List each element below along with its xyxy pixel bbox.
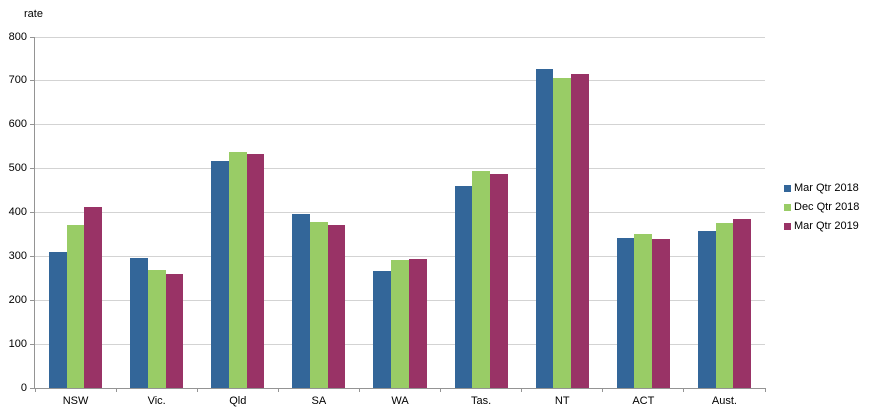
y-tick-0 — [30, 387, 34, 389]
gridline-800 — [35, 36, 765, 38]
bar-Aust-Mar-Qtr-2018 — [698, 230, 716, 388]
bar-ACT-Mar-Qtr-2019 — [652, 238, 670, 388]
x-tick-9 — [764, 388, 766, 392]
bar-Vic-Mar-Qtr-2019 — [166, 273, 183, 388]
x-category-label-Qld: Qld — [229, 395, 247, 407]
bar-Qld-Dec-Qtr-2018 — [229, 151, 247, 388]
legend-item-Mar-Qtr-2018: Mar Qtr 2018 — [784, 182, 859, 195]
x-category-label-WA: WA — [391, 395, 409, 407]
legend-label-Mar-Qtr-2019: Mar Qtr 2019 — [794, 220, 859, 232]
bar-Aust-Mar-Qtr-2019 — [733, 218, 751, 388]
x-tick-5 — [440, 388, 442, 392]
gridline-700 — [35, 80, 765, 82]
bar-Aust-Dec-Qtr-2018 — [716, 222, 733, 388]
y-tick-label-0: 0 — [20, 381, 27, 394]
x-category-label-NSW: NSW — [62, 395, 89, 407]
bar-NSW-Dec-Qtr-2018 — [67, 225, 84, 388]
bar-Tas-Mar-Qtr-2019 — [490, 173, 508, 388]
x-tick-3 — [277, 388, 279, 392]
x-tick-0 — [34, 388, 36, 392]
gridline-300 — [35, 255, 765, 257]
legend-item-Dec-Qtr-2018: Dec Qtr 2018 — [784, 201, 859, 214]
gridline-400 — [35, 212, 765, 213]
y-tick-300 — [30, 255, 34, 257]
y-tick-100 — [30, 343, 34, 345]
x-category-label-SA: SA — [311, 395, 327, 407]
bar-WA-Dec-Qtr-2018 — [391, 259, 409, 388]
legend-item-Mar-Qtr-2019: Mar Qtr 2019 — [784, 220, 859, 233]
x-tick-2 — [196, 388, 198, 392]
y-tick-800 — [30, 36, 34, 38]
bar-Vic-Dec-Qtr-2018 — [148, 269, 166, 388]
x-tick-8 — [683, 388, 685, 392]
x-category-label-Aust: Aust. — [711, 395, 737, 407]
y-tick-400 — [30, 212, 34, 213]
x-category-label-Tas: Tas. — [471, 395, 492, 407]
x-category-label-Vic: Vic. — [147, 395, 166, 407]
bar-SA-Mar-Qtr-2019 — [328, 225, 345, 388]
y-tick-600 — [30, 124, 34, 126]
x-category-label-NT: NT — [554, 395, 570, 407]
x-tick-6 — [521, 388, 523, 392]
y-tick-label-700: 700 — [8, 74, 27, 87]
bar-NSW-Mar-Qtr-2019 — [84, 207, 102, 388]
bar-Vic-Mar-Qtr-2018 — [130, 257, 148, 388]
y-tick-700 — [30, 80, 34, 82]
y-tick-500 — [30, 168, 34, 170]
bar-Qld-Mar-Qtr-2018 — [211, 160, 229, 388]
bar-Tas-Dec-Qtr-2018 — [472, 170, 490, 388]
legend-swatch-Dec-Qtr-2018 — [784, 203, 791, 211]
y-tick-label-400: 400 — [8, 206, 27, 218]
bar-Tas-Mar-Qtr-2018 — [455, 185, 472, 388]
bar-Qld-Mar-Qtr-2019 — [247, 153, 264, 388]
y-tick-label-800: 800 — [8, 30, 27, 43]
bar-ACT-Mar-Qtr-2018 — [617, 237, 634, 388]
x-tick-1 — [115, 388, 117, 392]
y-axis-title: rate — [24, 8, 43, 20]
y-tick-label-300: 300 — [8, 249, 27, 262]
bar-SA-Mar-Qtr-2018 — [292, 213, 310, 388]
legend-label-Dec-Qtr-2018: Dec Qtr 2018 — [794, 201, 860, 213]
gridline-500 — [35, 168, 765, 170]
bar-NT-Dec-Qtr-2018 — [553, 77, 571, 388]
legend-swatch-Mar-Qtr-2018 — [784, 184, 791, 192]
legend-swatch-Mar-Qtr-2019 — [784, 222, 791, 230]
y-tick-200 — [30, 299, 34, 301]
y-tick-label-500: 500 — [8, 162, 27, 175]
y-tick-label-200: 200 — [8, 293, 27, 306]
y-tick-label-600: 600 — [8, 118, 27, 131]
bar-NT-Mar-Qtr-2019 — [571, 73, 589, 388]
bar-SA-Dec-Qtr-2018 — [310, 221, 328, 388]
x-tick-4 — [358, 388, 360, 392]
x-category-label-ACT: ACT — [632, 395, 655, 407]
bar-NSW-Mar-Qtr-2018 — [49, 252, 67, 388]
bar-NT-Mar-Qtr-2018 — [536, 69, 553, 388]
y-axis-line — [34, 37, 35, 389]
x-axis-line — [34, 388, 765, 389]
x-tick-7 — [602, 388, 604, 392]
bar-WA-Mar-Qtr-2019 — [409, 258, 427, 388]
bar-WA-Mar-Qtr-2018 — [373, 270, 391, 388]
y-tick-label-100: 100 — [8, 337, 27, 350]
gridline-600 — [35, 124, 765, 126]
bar-ACT-Dec-Qtr-2018 — [634, 234, 652, 388]
legend-label-Mar-Qtr-2018: Mar Qtr 2018 — [794, 182, 859, 194]
